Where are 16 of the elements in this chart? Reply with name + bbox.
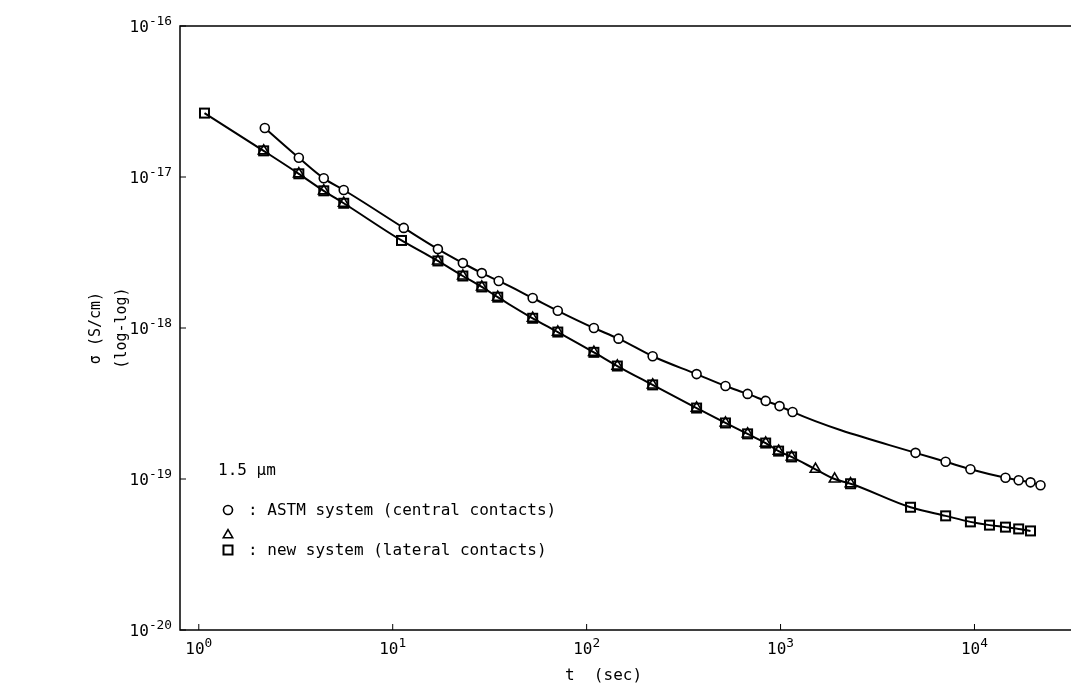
x-tick-label: 10$^{2}$ [573, 634, 601, 658]
y-tick-label: 10$^{-17}$ [129, 163, 172, 187]
x-tick-label: 10$^{0}$ [185, 634, 213, 658]
y-tick-label: 10$^{-16}$ [129, 12, 172, 36]
legend-label: : new system (lateral contacts) [248, 540, 547, 559]
x-tick-label: 10$^{3}$ [767, 634, 795, 658]
legend-label: : ASTM system (central contacts) [248, 500, 557, 519]
x-axis-title: t (sec) [564, 665, 643, 684]
legend-title: 1.5 µm [218, 460, 276, 479]
y-tick-label: 10$^{-18}$ [129, 314, 172, 338]
x-tick-label: 10$^{4}$ [960, 634, 989, 658]
text: (log-log) [112, 287, 130, 369]
y-tick-label: 10$^{-20}$ [129, 616, 172, 640]
x-tick-label: 10$^{1}$ [379, 634, 407, 658]
y-axis-title: σ (S/cm) [86, 291, 104, 365]
y-tick-label: 10$^{-19}$ [129, 465, 172, 489]
